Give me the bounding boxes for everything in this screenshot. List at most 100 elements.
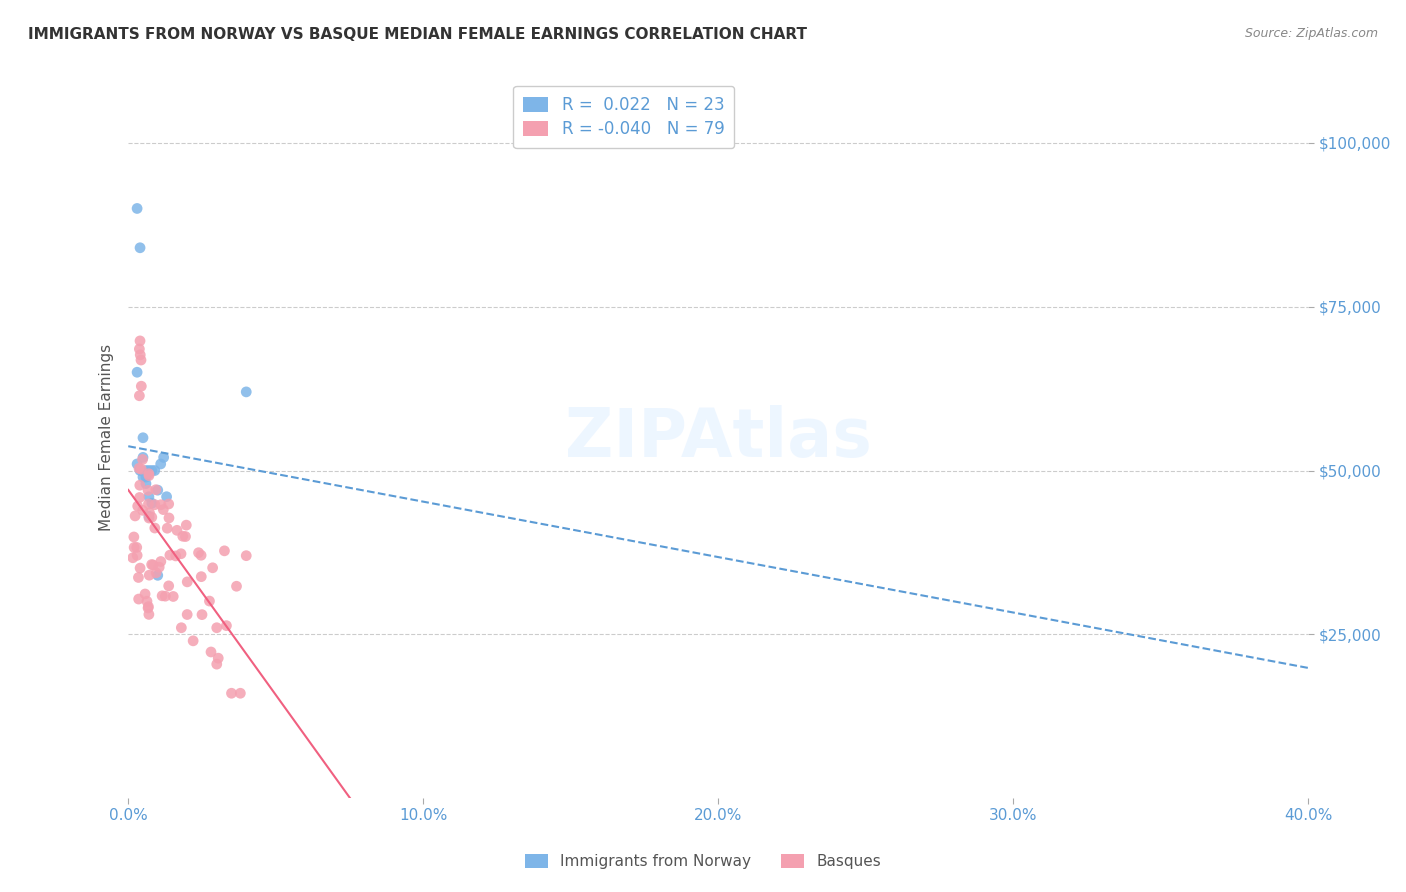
Text: Source: ZipAtlas.com: Source: ZipAtlas.com [1244,27,1378,40]
Point [149,498,172,512]
Point [135,476,157,491]
Point [148,560,170,574]
Point [121,550,143,565]
Point [143,463,166,477]
Point [190,569,212,583]
Point [129,348,152,362]
Point [149,554,172,568]
Point [156,521,179,535]
Point [129,241,152,255]
Point [128,461,150,475]
Point [187,546,209,560]
Point [127,570,149,584]
Point [129,463,152,477]
Point [225,579,247,593]
Point [172,529,194,543]
Point [155,589,177,603]
Point [131,503,153,517]
Point [150,589,173,603]
Point [141,510,163,524]
Point [138,497,160,511]
Point [170,547,193,561]
Point [146,568,169,582]
Point [198,594,221,608]
Point [215,618,238,632]
Point [138,490,160,504]
Point [176,574,198,589]
Point [201,561,224,575]
Point [221,686,243,700]
Point [138,463,160,477]
Point [200,645,222,659]
Point [131,379,153,393]
Point [127,549,149,563]
Point [155,490,177,504]
Point [128,491,150,505]
Point [128,342,150,356]
Point [146,483,169,498]
Point [129,561,152,575]
Point [127,365,149,379]
Point [142,558,165,572]
Point [205,657,228,672]
Point [138,468,160,483]
Point [162,590,184,604]
Point [157,579,180,593]
Point [136,601,159,615]
Point [190,548,212,562]
Point [157,497,180,511]
Point [174,530,197,544]
Point [141,463,163,477]
Point [145,566,167,580]
Point [149,457,172,471]
Point [205,621,228,635]
Point [128,389,150,403]
Point [132,450,155,465]
Point [145,483,167,497]
Point [128,592,150,607]
Point [125,541,148,555]
Legend: Immigrants from Norway, Basques: Immigrants from Norway, Basques [519,848,887,875]
Point [136,483,159,498]
Text: IMMIGRANTS FROM NORWAY VS BASQUE MEDIAN FEMALE EARNINGS CORRELATION CHART: IMMIGRANTS FROM NORWAY VS BASQUE MEDIAN … [28,27,807,42]
Y-axis label: Median Female Earnings: Median Female Earnings [100,344,114,532]
Point [229,686,252,700]
Point [159,548,181,562]
Point [134,587,156,601]
Point [135,463,157,477]
Point [170,621,193,635]
Point [138,509,160,524]
Point [124,508,146,523]
Legend: R =  0.022   N = 23, R = -0.040   N = 79: R = 0.022 N = 23, R = -0.040 N = 79 [513,86,734,148]
Point [135,470,157,484]
Point [141,558,163,572]
Point [138,607,160,622]
Point [235,549,257,563]
Point [214,544,236,558]
Point [127,499,149,513]
Point [138,568,160,582]
Point [138,599,160,614]
Point [131,452,153,467]
Point [138,506,160,520]
Point [129,353,152,368]
Point [157,511,180,525]
Point [143,498,166,512]
Point [122,530,145,544]
Point [152,450,174,465]
Point [132,431,155,445]
Point [128,478,150,492]
Point [138,467,160,481]
Point [129,462,152,476]
Point [181,633,204,648]
Point [132,470,155,484]
Point [165,549,187,563]
Point [176,518,198,533]
Point [141,496,163,510]
Point [207,651,229,665]
Point [176,607,198,622]
Point [143,521,166,535]
Point [122,541,145,555]
Point [127,457,149,471]
Point [127,202,149,216]
